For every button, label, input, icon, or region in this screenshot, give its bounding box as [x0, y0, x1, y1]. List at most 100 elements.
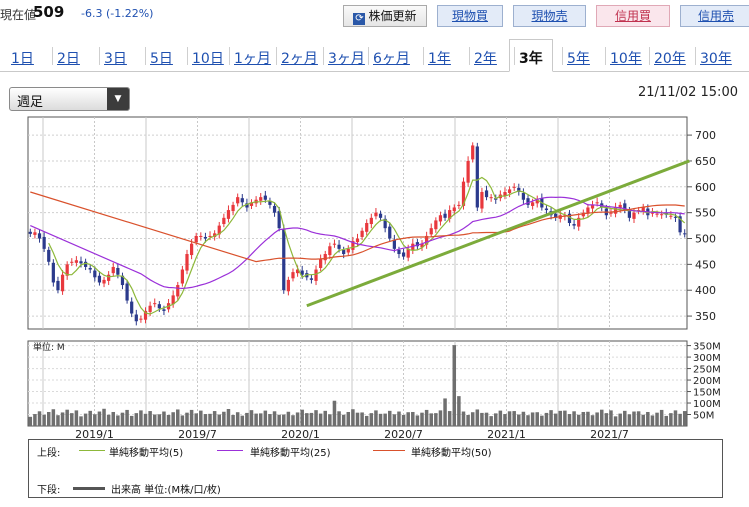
volume-bar: [424, 409, 429, 426]
volume-bar: [162, 411, 166, 426]
volume-bar: [102, 408, 106, 426]
spot-sell-button[interactable]: 現物売: [513, 5, 586, 27]
volume-bar: [157, 414, 162, 426]
margin-buy-button[interactable]: 信用買: [596, 5, 670, 27]
dropdown-arrow-icon[interactable]: ▼: [107, 88, 129, 110]
spot-buy-button[interactable]: 現物買: [437, 5, 503, 27]
tab-period-12[interactable]: 5年: [567, 51, 590, 67]
volume-bar: [309, 412, 314, 426]
price-value: 509: [33, 3, 65, 21]
volume-bar: [148, 411, 152, 426]
candle-body: [319, 259, 323, 268]
candle-body: [107, 274, 111, 281]
x-tick-label: 2021/7: [590, 428, 629, 441]
candle-body: [37, 233, 42, 239]
volume-bar: [484, 412, 489, 426]
volume-bar: [125, 409, 129, 426]
candle-body: [443, 213, 447, 218]
margin-sell-button[interactable]: 信用売: [680, 5, 749, 27]
volume-bar: [318, 413, 323, 426]
volume-bar: [222, 411, 226, 426]
candle-body: [448, 210, 452, 219]
volume-bar: [88, 410, 92, 426]
candle-body: [572, 224, 576, 226]
volume-bar: [152, 414, 157, 426]
volume-bar: [664, 415, 669, 426]
tab-period-0[interactable]: 1日: [11, 51, 34, 67]
volume-bar: [355, 412, 360, 426]
candle-body: [554, 213, 558, 218]
candle-body: [79, 261, 83, 264]
volume-bar: [586, 411, 590, 426]
volume-bar: [323, 410, 327, 426]
volume-bar: [443, 398, 447, 426]
candle-body: [503, 191, 507, 196]
tab-period-5[interactable]: 1ヶ月: [234, 51, 271, 67]
candle-body: [295, 269, 300, 274]
candle-body: [272, 205, 277, 213]
candle-body: [65, 264, 69, 276]
period-bar-divider: [0, 71, 749, 72]
candle-body: [544, 208, 549, 211]
tab-period-1[interactable]: 2日: [57, 51, 80, 67]
volume-tick-label: 250M: [693, 365, 721, 376]
x-tick-label: 2019/1: [75, 428, 114, 441]
refresh-price-button[interactable]: ⟳ 株価更新: [343, 5, 427, 27]
tab-separator: [276, 47, 277, 65]
candle-body: [194, 235, 198, 243]
tab-period-14[interactable]: 20年: [654, 51, 686, 67]
tab-period-11[interactable]: 3年: [519, 51, 543, 67]
candle-body: [102, 279, 106, 284]
volume-bar: [360, 412, 364, 426]
candle-body: [332, 243, 337, 245]
volume-bar: [420, 412, 424, 426]
candle-body: [259, 197, 263, 201]
candle-body: [70, 261, 74, 263]
tab-period-4[interactable]: 10日: [192, 51, 224, 67]
price-tick-label: 650: [695, 155, 716, 168]
tab-period-2[interactable]: 3日: [104, 51, 127, 67]
candle-body: [323, 254, 327, 261]
x-tick-label: 2021/1: [487, 428, 526, 441]
candle-body: [365, 223, 369, 232]
volume-bar: [526, 415, 530, 426]
tab-period-9[interactable]: 1年: [428, 51, 451, 67]
candle-body: [291, 272, 295, 279]
candle-body: [240, 198, 244, 203]
tab-period-10[interactable]: 2年: [474, 51, 497, 67]
tab-period-3[interactable]: 5日: [150, 51, 173, 67]
legend-bottom-label: 下段:: [37, 485, 61, 496]
tab-period-15[interactable]: 30年: [700, 51, 732, 67]
candle-body: [83, 261, 88, 267]
volume-bar: [106, 414, 111, 426]
tab-separator: [695, 47, 696, 65]
volume-bar: [530, 412, 535, 426]
ma5-line: [48, 176, 686, 315]
candle-body: [475, 146, 479, 208]
candle-body: [627, 211, 632, 218]
volume-bar: [46, 411, 51, 426]
volume-bar: [581, 411, 586, 426]
candle-body: [415, 242, 420, 247]
volume-bar: [176, 409, 180, 426]
tab-period-13[interactable]: 10年: [610, 51, 642, 67]
tab-separator: [229, 47, 230, 65]
volume-bar: [632, 411, 636, 426]
volume-bar: [655, 412, 659, 426]
tab-period-7[interactable]: 3ヶ月: [328, 51, 365, 67]
volume-bar: [134, 413, 139, 426]
interval-select-value: 週足: [17, 95, 44, 110]
volume-bar: [268, 414, 272, 426]
volume-bar: [636, 411, 641, 426]
x-tick-label: 2020/7: [384, 428, 423, 441]
volume-bar: [51, 409, 56, 426]
volume-bar: [272, 411, 277, 426]
tab-period-6[interactable]: 2ヶ月: [281, 51, 318, 67]
candle-body: [249, 202, 254, 206]
tab-period-8[interactable]: 6ヶ月: [373, 51, 410, 67]
volume-bar: [305, 413, 309, 426]
tab-separator: [99, 47, 100, 65]
volume-bar: [79, 416, 83, 426]
candle-body: [277, 211, 281, 229]
volume-bar: [535, 412, 539, 426]
